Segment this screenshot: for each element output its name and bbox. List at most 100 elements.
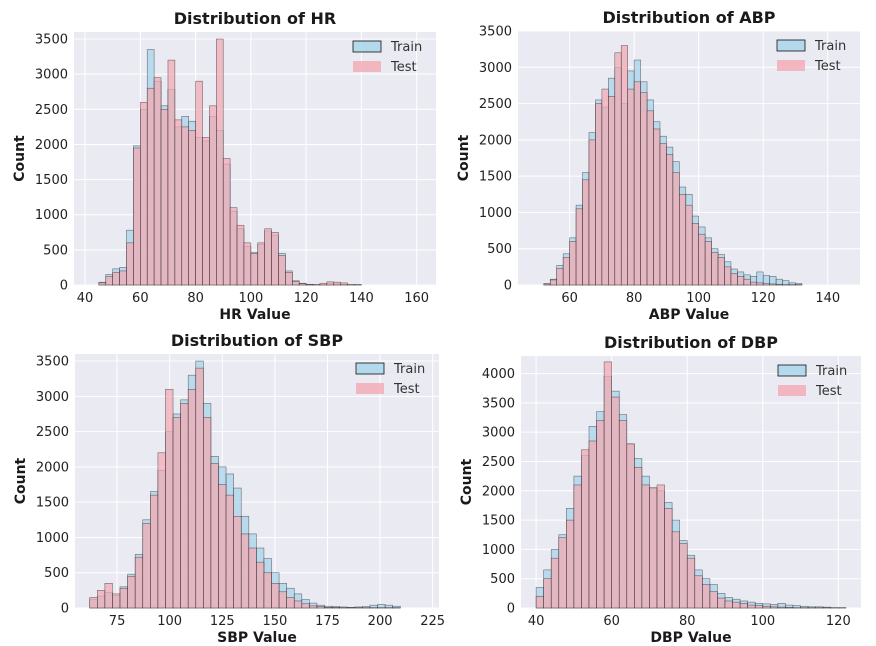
histogram-bar-test — [181, 126, 189, 286]
y-tick-label: 2000 — [36, 460, 69, 475]
y-tick-label: 2500 — [35, 103, 68, 118]
histogram-bar-test — [573, 484, 582, 609]
x-tick-label: 100 — [686, 291, 711, 306]
legend-label-train: Train — [815, 364, 847, 379]
histogram-bar-test — [134, 556, 144, 609]
histogram-bar-test — [209, 105, 217, 286]
histogram-bar-test — [620, 45, 628, 286]
histogram-bar-test — [666, 154, 674, 286]
histogram-bar-test — [595, 103, 603, 286]
histogram-bar-test — [326, 281, 335, 286]
histogram-bar-test — [750, 281, 758, 286]
legend-label-test: Test — [815, 384, 842, 399]
legend-swatch-train — [777, 364, 807, 377]
histogram-bar-test — [105, 276, 113, 286]
histogram-bar-test — [785, 607, 794, 609]
histogram-bar-test — [777, 606, 786, 609]
histogram-bar-test — [603, 361, 612, 609]
histogram-bar-test — [659, 143, 667, 286]
histogram-bar-test — [575, 208, 583, 286]
histogram-bar-test — [216, 38, 224, 286]
histogram-bar-test — [626, 443, 635, 609]
histogram-bar-test — [298, 283, 307, 286]
y-tick-label: 3000 — [482, 426, 515, 441]
histogram-bar-test — [119, 587, 128, 609]
x-tick-label: 40 — [528, 614, 545, 629]
histogram-bar-test — [146, 87, 155, 286]
histogram-bar-test — [126, 242, 134, 286]
histogram-bar-test — [316, 606, 325, 609]
y-tick-label: 3000 — [479, 61, 512, 76]
legend: Train Test — [776, 39, 846, 74]
histogram-bar-test — [286, 597, 295, 609]
x-tick-label: 140 — [815, 291, 840, 306]
histogram-bar-test — [240, 533, 250, 609]
x-tick-label: 175 — [315, 614, 340, 629]
histogram-bar-test — [210, 463, 219, 609]
histogram-bar-test — [664, 508, 673, 609]
histogram-bar-test — [596, 420, 605, 609]
histogram-bar-test — [309, 605, 318, 609]
x-tick-label: 140 — [349, 291, 374, 306]
x-tick-label: 75 — [109, 614, 126, 629]
histogram-bar-test — [153, 77, 162, 286]
histogram-bar-test — [601, 88, 609, 286]
histogram-bar-test — [180, 403, 189, 609]
histogram-bar-test — [543, 578, 552, 609]
x-tick-label: 100 — [157, 614, 182, 629]
chart-title: Distribution of ABP — [602, 8, 775, 27]
legend-swatch-train — [355, 362, 385, 375]
y-tick-label: 1000 — [479, 206, 512, 221]
histogram-bar-test — [301, 603, 310, 609]
x-tick-label: 120 — [751, 291, 776, 306]
histogram-bar-test — [671, 531, 680, 609]
histogram-bar-test — [694, 575, 703, 609]
x-tick-label: 100 — [238, 291, 263, 306]
histogram-bar-test — [724, 266, 732, 286]
histogram-bar-test — [89, 597, 98, 609]
histogram-bar-test — [640, 92, 648, 286]
histogram-bar-test — [119, 270, 127, 286]
histogram-bar-test — [324, 606, 333, 609]
histogram-bar-test — [550, 557, 560, 609]
x-tick-label: 60 — [132, 291, 149, 306]
histogram-bar-test — [195, 80, 203, 286]
histogram-bar-test — [702, 584, 711, 609]
y-tick-label: 500 — [44, 566, 69, 581]
histogram-bar-test — [634, 467, 643, 609]
histogram-bar-test — [256, 561, 265, 609]
x-tick-label: 60 — [561, 291, 578, 306]
histogram-bar-test — [195, 367, 204, 609]
histogram-bar-test — [686, 557, 696, 609]
x-tick-label: 100 — [750, 614, 775, 629]
legend-label-train: Train — [814, 39, 846, 54]
histogram-bar-test — [562, 257, 570, 286]
legend-swatch-test — [353, 61, 381, 72]
x-tick-label: 80 — [679, 614, 696, 629]
x-axis-label: HR Value — [219, 307, 290, 323]
chart-title: Distribution of SBP — [171, 331, 343, 350]
histogram-bar-test — [724, 600, 733, 609]
histogram-bar-test — [775, 283, 783, 286]
histogram-bar-test — [649, 487, 658, 609]
histogram-bar-test — [711, 252, 719, 286]
legend-label-test: Test — [814, 59, 841, 74]
y-tick-label: 3500 — [479, 25, 512, 40]
histogram-bar-test — [646, 110, 654, 286]
histogram-bar-test — [150, 494, 159, 609]
x-tick-label: 200 — [368, 614, 393, 629]
histogram-bar-test — [770, 606, 779, 609]
x-tick-label: 225 — [420, 614, 445, 629]
histogram-bar-test — [556, 268, 564, 286]
y-tick-label: 3500 — [35, 33, 68, 48]
histogram-bar-test — [747, 604, 756, 609]
y-tick-label: 2500 — [479, 97, 512, 112]
histogram-bar-test — [112, 272, 120, 286]
histogram-bar-test — [264, 228, 272, 286]
legend: Train Test — [355, 362, 425, 397]
histogram-bar-test — [685, 204, 693, 286]
histogram-bar-test — [236, 224, 245, 286]
histogram-bar-test — [762, 283, 770, 286]
histogram-bar-test — [656, 484, 665, 609]
histogram-bar-test — [340, 282, 348, 286]
